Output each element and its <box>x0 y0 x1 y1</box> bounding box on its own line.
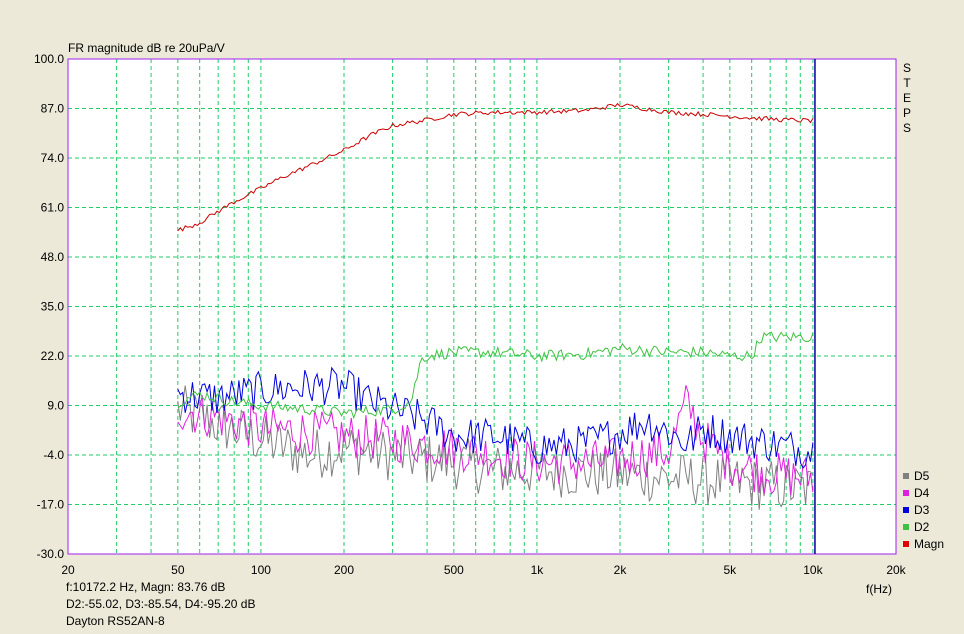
steps-letter: P <box>903 106 911 120</box>
legend-label: D4 <box>914 486 930 500</box>
driver-name: Dayton RS52AN-8 <box>66 614 165 628</box>
y-tick-label: -17.0 <box>37 498 65 512</box>
y-tick-label: -30.0 <box>37 547 65 561</box>
legend-label: D3 <box>914 503 930 517</box>
x-tick-label: 10k <box>803 563 823 577</box>
y-tick-label: -4.0 <box>43 448 64 462</box>
x-axis: 20 50 100 200 500 1k 2k 5k 10k 20k <box>61 563 906 577</box>
x-tick-label: 50 <box>171 563 185 577</box>
chart-title: FR magnitude dB re 20uPa/V <box>68 41 225 55</box>
legend: D5 D4 D3 D2 Magn <box>903 469 944 551</box>
y-axis: 100.0 87.0 74.0 61.0 48.0 35.0 22.0 9.0 -4.0 -17.… <box>34 52 64 561</box>
legend-label: Magn <box>914 537 944 551</box>
y-tick-label: 100.0 <box>34 52 64 66</box>
steps-letter: T <box>903 76 911 90</box>
x-tick-label: 500 <box>444 563 464 577</box>
x-tick-label: 20k <box>886 563 906 577</box>
y-tick-label: 9.0 <box>47 399 64 413</box>
series-line-d5 <box>177 385 814 510</box>
legend-label: D5 <box>914 469 930 483</box>
y-tick-label: 61.0 <box>41 201 65 215</box>
steps-letter: S <box>903 121 911 135</box>
legend-swatch <box>903 524 909 530</box>
x-tick-label: 20 <box>61 563 75 577</box>
plot-border <box>67 58 897 555</box>
legend-label: D2 <box>914 520 930 534</box>
legend-swatch <box>903 490 909 496</box>
x-tick-label: 100 <box>251 563 271 577</box>
series-line-d3 <box>177 366 814 469</box>
y-tick-label: 48.0 <box>41 250 65 264</box>
legend-swatch <box>903 473 909 479</box>
x-tick-label: 5k <box>723 563 737 577</box>
y-tick-label: 74.0 <box>41 151 65 165</box>
grid <box>68 59 896 554</box>
x-tick-label: 1k <box>531 563 545 577</box>
y-tick-label: 87.0 <box>41 102 65 116</box>
delta-readout: D2:-55.02, D3:-85.54, D4:-95.20 dB <box>66 597 256 611</box>
legend-swatch <box>903 541 909 547</box>
y-tick-label: 35.0 <box>41 300 65 314</box>
x-tick-label: 2k <box>614 563 628 577</box>
steps-letter: E <box>903 91 911 105</box>
legend-swatch <box>903 507 909 513</box>
series-line-d2 <box>177 331 814 420</box>
y-tick-label: 22.0 <box>41 349 65 363</box>
series-group <box>177 102 814 510</box>
x-axis-label: f(Hz) <box>866 582 892 596</box>
cursor-readout: f:10172.2 Hz, Magn: 83.76 dB <box>66 580 226 594</box>
x-tick-label: 200 <box>334 563 354 577</box>
steps-letter: S <box>903 61 911 75</box>
series-line-magn <box>177 102 814 232</box>
